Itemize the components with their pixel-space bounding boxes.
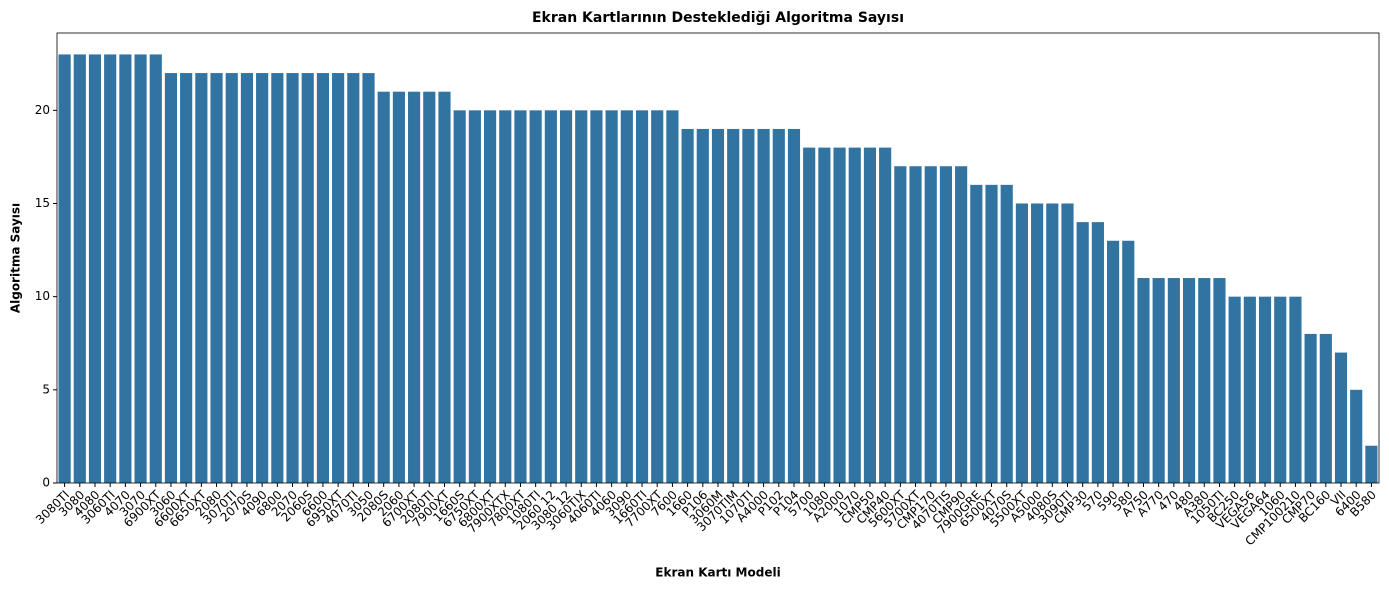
bar (772, 128, 785, 483)
bar (711, 128, 725, 483)
bar (787, 128, 801, 483)
bar (818, 147, 831, 484)
bar (605, 110, 618, 483)
bar (408, 91, 421, 484)
bar (1076, 222, 1089, 483)
y-axis-label: Algoritma Sayısı (9, 203, 23, 313)
bar (195, 73, 208, 484)
bar (438, 91, 451, 484)
y-tick-label: 20 (35, 103, 50, 117)
bar (909, 166, 922, 484)
bar (180, 73, 193, 484)
bar (939, 166, 953, 484)
bar (1137, 278, 1150, 483)
bar (240, 73, 254, 484)
bar (73, 54, 86, 484)
bar (1198, 278, 1211, 483)
bar (1182, 278, 1196, 483)
bar (590, 110, 603, 483)
bar (149, 54, 162, 484)
bar (362, 73, 375, 484)
bar (742, 128, 755, 483)
bar (1213, 278, 1226, 483)
plot-frame (56, 32, 1380, 484)
bar (58, 54, 71, 484)
bar (666, 110, 679, 483)
x-axis-label: Ekran Kartı Modeli (655, 566, 780, 580)
bar (271, 73, 284, 484)
bar (88, 54, 102, 484)
bar (544, 110, 557, 483)
bar (453, 110, 466, 483)
bar (970, 184, 983, 484)
bar (1258, 296, 1272, 483)
bar (727, 128, 740, 483)
bar (651, 110, 664, 483)
bar (575, 110, 588, 483)
bar (1167, 278, 1180, 483)
chart-title: Ekran Kartlarının Desteklediği Algoritma… (532, 10, 904, 26)
y-tick-label: 15 (35, 196, 50, 210)
bar (134, 54, 147, 484)
bar (833, 147, 846, 484)
bar (332, 73, 345, 484)
bar (757, 128, 770, 483)
bar (301, 73, 314, 484)
bar (696, 128, 709, 483)
bar (1015, 203, 1028, 483)
bar (316, 73, 329, 484)
bar (256, 73, 269, 484)
bar (894, 166, 907, 484)
bar (104, 54, 117, 484)
bar (1289, 296, 1302, 483)
bar (1000, 184, 1013, 484)
bar (985, 184, 998, 484)
bar (863, 147, 877, 484)
bar (1061, 203, 1074, 483)
bar (392, 91, 405, 484)
bar (1152, 278, 1165, 483)
y-tick-label: 5 (42, 382, 50, 396)
bar (1350, 389, 1363, 483)
y-tick-label: 10 (35, 289, 50, 303)
bar (681, 128, 694, 483)
bar (955, 166, 968, 484)
bar (1107, 240, 1120, 483)
bar (1031, 203, 1044, 483)
bar (879, 147, 892, 484)
bar (423, 91, 436, 484)
bar (559, 110, 573, 483)
bar (1091, 222, 1104, 483)
bar (1365, 445, 1378, 483)
y-tick-label: 0 (42, 476, 50, 490)
bar (1228, 296, 1241, 483)
bar (1334, 352, 1348, 483)
bar (286, 73, 299, 484)
bar (210, 73, 223, 484)
bar (483, 110, 497, 483)
bar (514, 110, 527, 483)
bar (347, 73, 360, 484)
bar (635, 110, 649, 483)
bar (529, 110, 542, 483)
bar (377, 91, 390, 484)
bar (499, 110, 512, 483)
bar (1122, 240, 1135, 483)
bar (620, 110, 633, 483)
bar (1274, 296, 1287, 483)
bar (1319, 333, 1332, 483)
bar (468, 110, 481, 483)
bar (164, 73, 178, 484)
bar (848, 147, 861, 484)
bar (1304, 333, 1317, 483)
bar (1243, 296, 1256, 483)
bar (225, 73, 238, 484)
bar (924, 166, 937, 484)
bar (1046, 203, 1059, 483)
bar (119, 54, 132, 484)
bar (803, 147, 816, 484)
